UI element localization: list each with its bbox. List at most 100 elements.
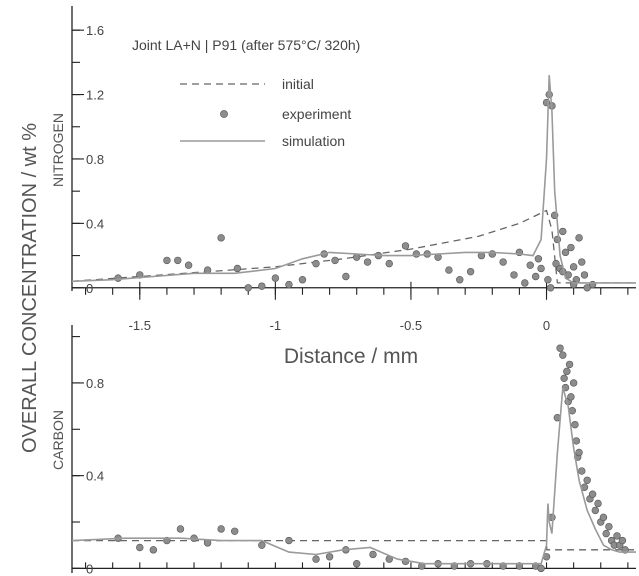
top-experiment-point: [401, 242, 410, 250]
bottom-experiment-point: [575, 448, 583, 457]
bottom-experiment-point: [217, 525, 225, 533]
bottom-experiment-point: [618, 536, 627, 545]
x-tick-label: -1: [270, 318, 282, 333]
top-experiment-point: [331, 256, 339, 265]
bottom-experiment-point: [258, 541, 266, 549]
top-experiment-point: [526, 261, 534, 269]
top-y-tick-label: 0.4: [86, 216, 104, 231]
top-experiment-point: [580, 271, 589, 279]
legend-experiment-swatch: [220, 110, 228, 118]
shared-y-axis-label: OVERALL CONCENTRATION / wt %: [19, 123, 41, 453]
bottom-experiment-point: [537, 564, 545, 573]
top-y-tick-label: 0.8: [86, 152, 104, 167]
nitrogen-axis-label: NITROGEN: [50, 113, 66, 187]
top-experiment-point: [552, 259, 560, 268]
data-layer: [71, 75, 636, 573]
top-experiment-point: [385, 259, 393, 268]
top-experiment-point: [499, 258, 507, 266]
top-experiment-point: [488, 250, 496, 258]
top-experiment-point: [531, 272, 540, 281]
x-tick-label: -1.5: [129, 318, 151, 333]
legend-simulation-label: simulation: [282, 133, 345, 149]
top-y-tick-label: 1.2: [86, 88, 104, 103]
top-initial-line: [71, 209, 636, 284]
bottom-experiment-point: [583, 476, 591, 484]
bottom-experiment-point: [369, 550, 377, 559]
top-experiment-point: [163, 256, 171, 265]
top-experiment-point: [559, 227, 567, 236]
top-experiment-point: [575, 234, 583, 242]
bottom-experiment-point: [285, 536, 293, 545]
top-experiment-point: [510, 271, 518, 279]
x-tick-label: 0: [543, 318, 550, 333]
bottom-y-tick-label: 0: [86, 561, 93, 576]
top-experiment-point: [203, 266, 212, 274]
top-experiment-point: [271, 274, 280, 282]
top-experiment-point: [534, 255, 543, 263]
bottom-initial-line: [72, 539, 636, 551]
top-experiment-point: [342, 272, 350, 281]
legend-experiment-label: experiment: [282, 106, 351, 122]
bottom-experiment-point: [559, 351, 567, 359]
x-tick-label: -0.5: [400, 318, 422, 333]
top-experiment-point: [312, 259, 320, 268]
bottom-experiment-point: [572, 437, 581, 445]
top-experiment-point: [217, 234, 225, 242]
text-layer: 0 0.4 0.8 1.2 1.6 0 0.4 0.8 -1.5 -1 -0.5 0 Joint LA+…: [19, 23, 550, 576]
top-experiment-point: [114, 274, 122, 282]
bottom-experiment-point: [325, 553, 334, 561]
top-experiment-point: [184, 261, 193, 269]
top-experiment-point: [445, 266, 453, 274]
top-experiment-point: [466, 267, 475, 276]
top-experiment-point: [285, 280, 293, 289]
bottom-experiment-point: [571, 420, 579, 429]
top-experiment-point: [298, 276, 307, 284]
top-experiment-point: [544, 276, 552, 284]
bottom-experiment-point: [613, 532, 621, 540]
bottom-experiment-point: [176, 525, 185, 533]
bottom-experiment-point: [605, 522, 613, 531]
bottom-experiment-point: [602, 529, 610, 538]
bottom-experiment-point: [578, 467, 586, 475]
top-experiment-point: [258, 282, 266, 290]
top-experiment-point: [583, 284, 591, 292]
bottom-experiment-point: [591, 506, 600, 515]
top-experiment-point: [174, 256, 182, 265]
top-y-tick-label: 0: [86, 281, 93, 296]
bottom-simulation-line: [71, 387, 636, 565]
bottom-experiment-point: [594, 499, 602, 508]
top-experiment-point: [561, 248, 570, 257]
top-experiment-point: [412, 250, 421, 258]
bottom-experiment-point: [149, 546, 158, 554]
bottom-experiment-point: [563, 367, 571, 376]
bottom-experiment-point: [560, 374, 568, 383]
top-experiment-point: [363, 258, 372, 266]
x-axis-label: Distance / mm: [284, 345, 418, 368]
bottom-experiment-point: [588, 490, 597, 498]
bottom-experiment-point: [353, 560, 361, 568]
legend-initial-label: initial: [282, 76, 314, 92]
bottom-experiment-point: [136, 543, 144, 552]
carbon-axis-label: CARBON: [50, 410, 66, 470]
bottom-y-tick-label: 0.4: [86, 469, 104, 484]
top-experiment-point: [537, 264, 545, 273]
bottom-experiment-point: [230, 527, 239, 535]
chart-title: Joint LA+N | P91 (after 575°C/ 320h): [132, 37, 360, 53]
bottom-y-tick-label: 0.8: [86, 376, 104, 391]
top-experiment-point: [456, 276, 464, 284]
bottom-experiment-point: [556, 344, 564, 352]
bottom-experiment-point: [569, 379, 578, 387]
top-experiment-point: [233, 264, 242, 273]
top-experiment-point: [578, 258, 586, 266]
bottom-experiment-point: [312, 555, 320, 563]
top-experiment-point: [567, 243, 575, 252]
top-y-tick-label: 1.6: [86, 23, 104, 38]
bottom-experiment-point: [565, 360, 574, 369]
top-experiment-point: [546, 284, 555, 292]
bottom-experiment-point: [567, 393, 575, 401]
top-experiment-point: [244, 284, 252, 292]
top-experiment-point: [569, 263, 578, 271]
top-simulation-line: [71, 75, 636, 284]
